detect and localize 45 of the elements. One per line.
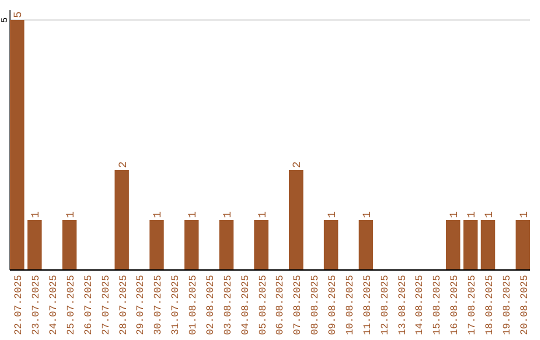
x-tick-label: 08.08.2025 — [310, 275, 322, 336]
data-label: 2 — [118, 161, 130, 168]
x-tick-label: 06.08.2025 — [276, 275, 287, 336]
x-tick-label: 22.07.2025 — [14, 275, 26, 336]
data-label: 1 — [466, 211, 479, 218]
x-tick-label: 29.07.2025 — [136, 275, 148, 336]
x-tick-label: 23.07.2025 — [32, 275, 43, 336]
data-label: 1 — [188, 211, 200, 218]
x-tick-label: 11.08.2025 — [362, 275, 374, 336]
x-tick-label: 16.08.2025 — [450, 275, 462, 336]
x-tick-label: 02.08.2025 — [206, 275, 217, 336]
x-tick-label: 05.08.2025 — [258, 275, 270, 336]
x-tick-label: 17.08.2025 — [468, 275, 479, 336]
x-tick-label: 01.08.2025 — [188, 275, 200, 336]
data-label: 1 — [518, 211, 531, 218]
x-tick-label: 03.08.2025 — [223, 275, 234, 336]
x-tick-label: 10.08.2025 — [345, 275, 356, 336]
x-tick-label: 09.08.2025 — [328, 275, 340, 336]
x-tick-label: 18.08.2025 — [484, 275, 496, 336]
x-tick-label: 04.08.2025 — [240, 275, 252, 336]
data-label: 1 — [484, 211, 496, 218]
data-label: 1 — [449, 211, 462, 218]
x-tick-label: 25.07.2025 — [66, 275, 78, 336]
data-label: 1 — [152, 211, 165, 218]
x-tick-label: 12.08.2025 — [380, 275, 392, 336]
data-label: 1 — [362, 211, 374, 218]
data-label: 1 — [30, 211, 43, 218]
x-tick-label: 13.08.2025 — [398, 275, 409, 336]
x-tick-label: 20.08.2025 — [520, 275, 531, 336]
data-label: 1 — [327, 211, 340, 218]
x-tick-label: 14.08.2025 — [415, 275, 426, 336]
x-tick-label: 31.07.2025 — [171, 275, 182, 336]
x-tick-label: 27.07.2025 — [101, 275, 112, 336]
data-label: 1 — [257, 211, 270, 218]
data-label: 1 — [65, 211, 78, 218]
x-tick-label: 30.07.2025 — [154, 275, 165, 336]
data-label: 5 — [0, 17, 10, 23]
data-label: 1 — [222, 211, 234, 218]
x-tick-label: 07.08.2025 — [293, 275, 304, 336]
x-tick-label: 24.07.2025 — [49, 275, 60, 336]
x-tick-label: 19.08.2025 — [502, 275, 514, 336]
x-tick-label: 26.07.2025 — [84, 275, 95, 336]
x-tick-label: 28.07.2025 — [118, 275, 130, 336]
x-tick-label: 15.08.2025 — [432, 275, 444, 336]
data-label: 2 — [292, 161, 304, 168]
